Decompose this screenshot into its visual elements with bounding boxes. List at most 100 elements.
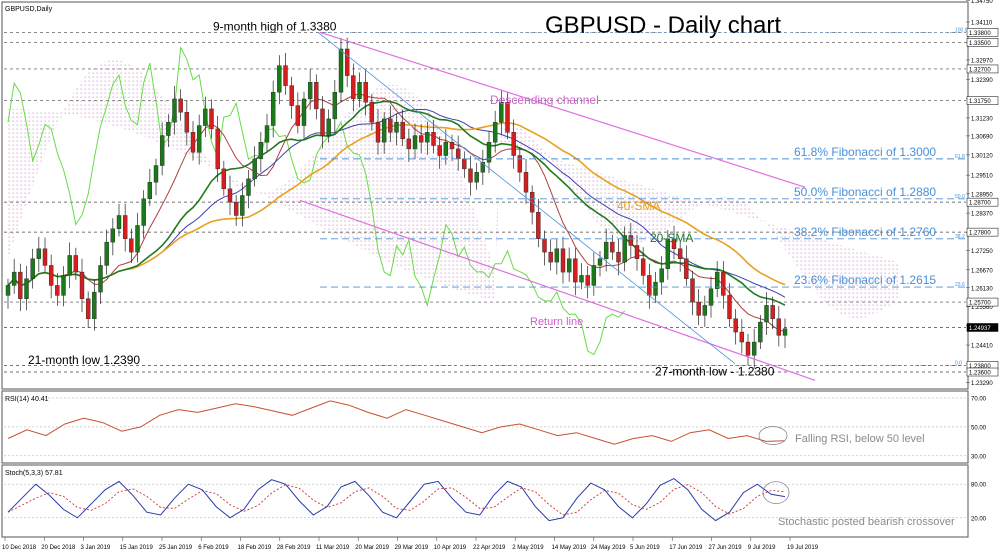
date-tick-label: 19 Jul 2019 <box>787 545 819 551</box>
descending-channel-upper-line <box>319 31 806 188</box>
return-line <box>299 199 816 381</box>
date-tick-label: 20 Mar 2019 <box>355 545 389 551</box>
annotation-20-sma: 20-SMA <box>650 231 693 245</box>
bearish-candle <box>48 265 54 286</box>
ichimoku-lagging-span <box>7 45 626 356</box>
price-tick-label: 1.26670 <box>971 268 993 274</box>
bearish-candle <box>548 251 553 263</box>
price-tick-label: 1.34750 <box>971 0 993 5</box>
price-panel <box>1 1 969 390</box>
bearish-candle <box>209 108 214 130</box>
bullish-candle <box>270 92 276 126</box>
fibonacci-tag: 61.8 <box>955 154 965 160</box>
bullish-candle <box>61 275 66 296</box>
price-level-label: 1.32700 <box>969 67 991 73</box>
bearish-candle <box>215 128 220 170</box>
price-level-label: 1.33800 <box>969 31 991 37</box>
bullish-candle <box>67 255 72 276</box>
bearish-candle <box>523 171 529 193</box>
bullish-candle <box>24 278 29 299</box>
date-tick-label: 3 Jan 2019 <box>81 545 111 551</box>
bearish-candle <box>289 85 294 106</box>
bearish-candle <box>190 132 196 153</box>
annotation-21-month-low: 21-month low 1.2390 <box>28 353 140 367</box>
bearish-candle <box>85 298 91 319</box>
bullish-candle <box>425 132 430 143</box>
price-tick-label: 1.30690 <box>971 134 993 140</box>
bullish-candle <box>252 158 257 180</box>
rsi-highlight-circle <box>758 426 788 445</box>
price-tick-label: 1.27250 <box>971 249 993 255</box>
bullish-candle <box>486 142 492 163</box>
bullish-candle <box>116 215 122 230</box>
price-level-label: 1.23600 <box>969 371 991 377</box>
price-tick-label: 1.34110 <box>971 20 993 26</box>
fibonacci-level-label: 61.8% Fibonacci of 1.3000 <box>794 145 936 159</box>
bullish-candle <box>412 135 418 150</box>
bullish-candle <box>566 258 572 273</box>
date-tick-label: 10 Dec 2018 <box>2 545 37 551</box>
price-level-box <box>966 96 999 105</box>
fibonacci-level-label: 50.0% Fibonacci of 1.2880 <box>794 185 936 199</box>
date-tick-label: 14 May 2019 <box>552 545 587 551</box>
bearish-candle <box>227 188 233 203</box>
bullish-candle <box>258 142 264 160</box>
bearish-candle <box>388 118 393 133</box>
bullish-candle <box>203 108 208 126</box>
bearish-candle <box>363 82 368 103</box>
bullish-candle <box>603 241 609 259</box>
bullish-candle <box>591 265 597 286</box>
date-tick-label: 10 Apr 2019 <box>434 545 467 551</box>
bearish-candle <box>690 278 695 303</box>
bearish-candle <box>295 105 301 126</box>
bearish-candle <box>18 271 23 299</box>
annotation-stochastic: Stochastic posted bearish crossover <box>778 516 955 528</box>
bearish-candle <box>233 201 239 216</box>
stochastic-signal-line <box>7 484 786 516</box>
price-level-box <box>966 297 999 307</box>
bearish-candle <box>677 248 683 259</box>
bearish-candle <box>647 275 652 296</box>
bullish-candle <box>153 165 159 183</box>
fibonacci-tag: 38.2 <box>955 234 965 240</box>
bearish-candle <box>344 48 350 76</box>
price-level-box <box>966 367 999 377</box>
date-tick-label: 15 Jan 2019 <box>120 545 154 551</box>
bearish-candle <box>55 285 60 296</box>
bearish-candle <box>610 241 615 253</box>
fibonacci-level-label: 38.2% Fibonacci of 1.2760 <box>794 225 936 239</box>
bullish-candle <box>196 125 202 153</box>
price-level-box <box>966 323 999 332</box>
bearish-candle <box>733 318 738 333</box>
bearish-candle <box>616 251 621 263</box>
bullish-candle <box>159 135 165 166</box>
ichimoku-cloud <box>8 59 898 319</box>
bearish-candle <box>178 98 183 113</box>
bearish-candle <box>684 258 689 279</box>
bearish-candle <box>573 258 578 283</box>
bearish-candle <box>42 248 48 266</box>
bullish-candle <box>141 198 146 226</box>
price-tick-label: 1.28370 <box>971 212 993 218</box>
bullish-candle <box>659 268 664 283</box>
price-tick-label: 1.23290 <box>971 381 993 387</box>
bearish-candle <box>745 341 751 356</box>
date-tick-label: 2 May 2019 <box>512 545 544 551</box>
bullish-candle <box>758 321 763 343</box>
stochastic-main-line <box>7 478 786 522</box>
annotation-return-line: Return line <box>530 316 583 328</box>
bearish-candle <box>536 211 541 239</box>
price-level-label: 1.28700 <box>969 201 991 207</box>
bullish-candle <box>554 248 560 263</box>
price-level-box <box>966 197 999 207</box>
price-level-box <box>966 227 999 237</box>
bullish-candle <box>30 258 35 279</box>
bullish-candle <box>326 118 331 136</box>
bullish-candle <box>702 305 708 316</box>
date-tick-label: 29 Mar 2019 <box>395 545 429 551</box>
price-tick-label: 1.29510 <box>971 174 993 180</box>
bullish-candle <box>782 328 788 336</box>
bullish-candle <box>307 82 313 100</box>
symbol-label: GBPUSD,Daily <box>5 6 53 13</box>
